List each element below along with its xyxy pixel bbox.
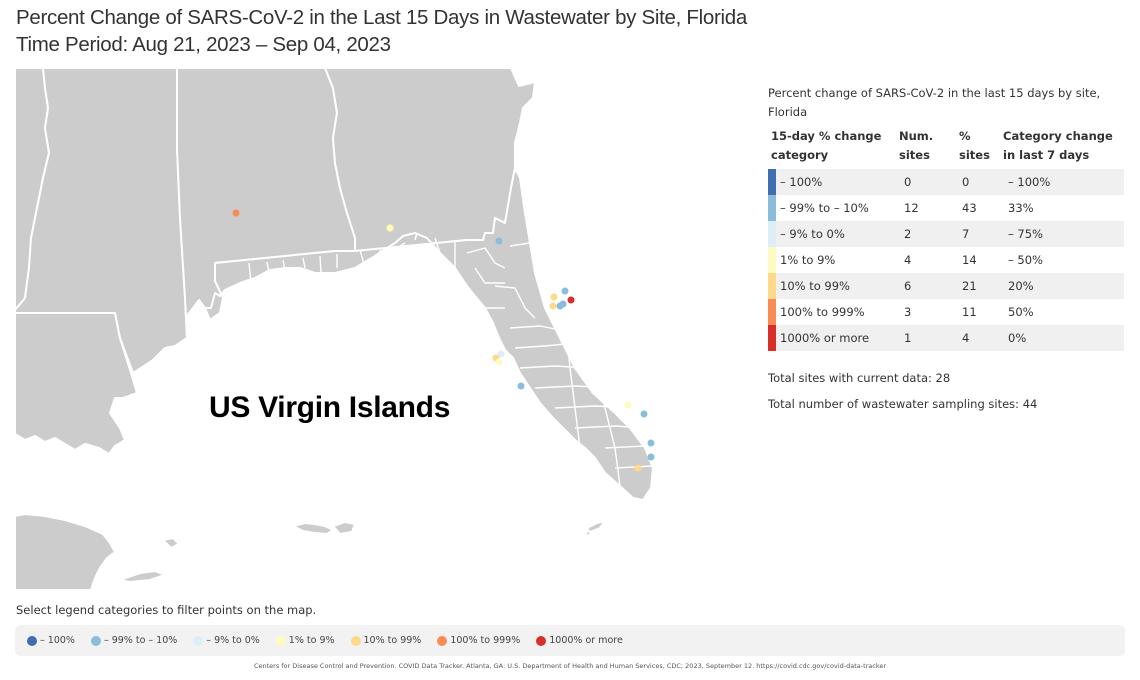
category-swatch — [768, 169, 776, 195]
category-label: 100% to 999% — [780, 305, 865, 319]
pct-sites: 14 — [962, 253, 977, 267]
pct-sites: 7 — [956, 221, 1000, 247]
table-row: – 9% to 0% 2 7– 75% — [768, 221, 1124, 247]
category-label: 1000% or more — [776, 325, 896, 351]
legend-dot-icon — [437, 635, 448, 646]
legend-label: 100% to 999% — [450, 635, 521, 646]
state-florida — [204, 167, 654, 501]
category-change: – 100% — [1000, 169, 1124, 195]
legend-item[interactable]: – 99% to – 10% — [90, 635, 178, 646]
legend-item[interactable]: – 100% — [27, 635, 75, 646]
category-swatch — [768, 325, 776, 351]
total-sampling-sites: Total number of wastewater sampling site… — [768, 397, 1038, 411]
col-header-change: Category change in last 7 days — [1003, 129, 1113, 162]
num-sites: 3 — [904, 305, 912, 319]
category-label: 1% to 9% — [780, 253, 836, 267]
category-swatch — [768, 247, 776, 273]
table-row: 1% to 9% 4 14 – 50% — [768, 247, 1124, 273]
table-row: 10% to 99% 6 21 20% — [768, 273, 1124, 299]
legend-label: – 100% — [40, 635, 75, 646]
legend-item[interactable]: – 9% to 0% — [193, 635, 260, 646]
legend-dot-icon — [275, 635, 286, 646]
legend-dot-icon — [350, 635, 361, 646]
legend-dot-icon — [27, 635, 37, 646]
page-title: Percent Change of SARS-CoV-2 in the Last… — [16, 4, 747, 58]
category-label: – 9% to 0% — [776, 221, 896, 247]
table-row: – 100% 0 0– 100% — [768, 169, 1124, 195]
island-st-thomas — [292, 522, 334, 535]
legend-item[interactable]: 100% to 999% — [437, 635, 520, 646]
title-line-2: Time Period: Aug 21, 2023 – Sep 04, 2023 — [16, 33, 391, 56]
category-swatch — [768, 195, 776, 221]
category-change: – 75% — [1000, 221, 1124, 247]
pct-sites: 0 — [956, 169, 1000, 195]
table-row: 100% to 999% 3 11 50% — [768, 299, 1124, 325]
category-change: 33% — [1008, 201, 1034, 215]
legend-label: 10% to 99% — [363, 635, 422, 646]
legend-item[interactable]: 1000% or more — [536, 635, 623, 646]
map-svg — [15, 68, 655, 590]
legend-dot-icon — [90, 635, 101, 646]
legend-label: – 9% to 0% — [206, 635, 260, 646]
map-legend: – 100% – 99% to – 10% – 9% to 0% 1% to 9% 10… — [15, 625, 1125, 656]
map-area[interactable]: US Virgin Islands — [15, 68, 755, 590]
num-sites: 1 — [896, 325, 956, 351]
site-points — [232, 209, 655, 472]
category-change: 20% — [1000, 273, 1124, 299]
title-line-1: Percent Change of SARS-CoV-2 in the Last… — [16, 6, 747, 29]
legend-item[interactable]: 10% to 99% — [350, 635, 422, 646]
legend-dot-icon — [193, 635, 204, 646]
citation: Centers for Disease Control and Preventi… — [253, 662, 887, 670]
legend-label: – 99% to – 10% — [103, 635, 178, 646]
num-sites: 0 — [896, 169, 956, 195]
pct-sites: 11 — [962, 305, 977, 319]
category-table: 15-day % change category Num. sites % si… — [768, 127, 1124, 351]
pct-sites: 43 — [962, 201, 977, 215]
pct-sites: 21 — [956, 273, 1000, 299]
col-header-num-sites: Num. sites — [899, 129, 934, 162]
num-sites: 2 — [896, 221, 956, 247]
legend-label: 1000% or more — [549, 635, 623, 646]
total-current-data: Total sites with current data: 28 — [768, 371, 951, 385]
num-sites: 4 — [904, 253, 912, 267]
table-row: – 99% to – 10% 12 43 33% — [768, 195, 1124, 221]
num-sites: 12 — [904, 201, 919, 215]
category-swatch — [768, 299, 776, 325]
category-label: 10% to 99% — [776, 273, 896, 299]
category-swatch — [768, 221, 776, 247]
category-label: – 99% to – 10% — [780, 201, 869, 215]
legend-hint: Select legend categories to filter point… — [16, 603, 317, 617]
category-change: – 50% — [1008, 253, 1043, 267]
category-swatch — [768, 273, 776, 299]
col-header-pct-sites: % sites — [959, 129, 990, 162]
col-header-category: 15-day % change category — [771, 129, 882, 162]
land-puerto-rico — [15, 513, 116, 590]
table-row: 1000% or more 1 4 0% — [768, 325, 1124, 351]
legend-label: 1% to 9% — [288, 635, 335, 646]
category-change: 0% — [1000, 325, 1124, 351]
inset-label: US Virgin Islands — [209, 391, 451, 424]
panel-title: Percent change of SARS-CoV-2 in the last… — [768, 86, 1101, 119]
legend-dot-icon — [536, 635, 547, 646]
pct-sites: 4 — [956, 325, 1000, 351]
legend-item[interactable]: 1% to 9% — [275, 635, 335, 646]
island-st-john — [332, 521, 356, 535]
category-label: – 100% — [776, 169, 896, 195]
category-change: 50% — [1008, 305, 1034, 319]
summary-panel: Percent change of SARS-CoV-2 in the last… — [768, 84, 1124, 417]
num-sites: 6 — [896, 273, 956, 299]
state-alabama — [176, 68, 356, 339]
